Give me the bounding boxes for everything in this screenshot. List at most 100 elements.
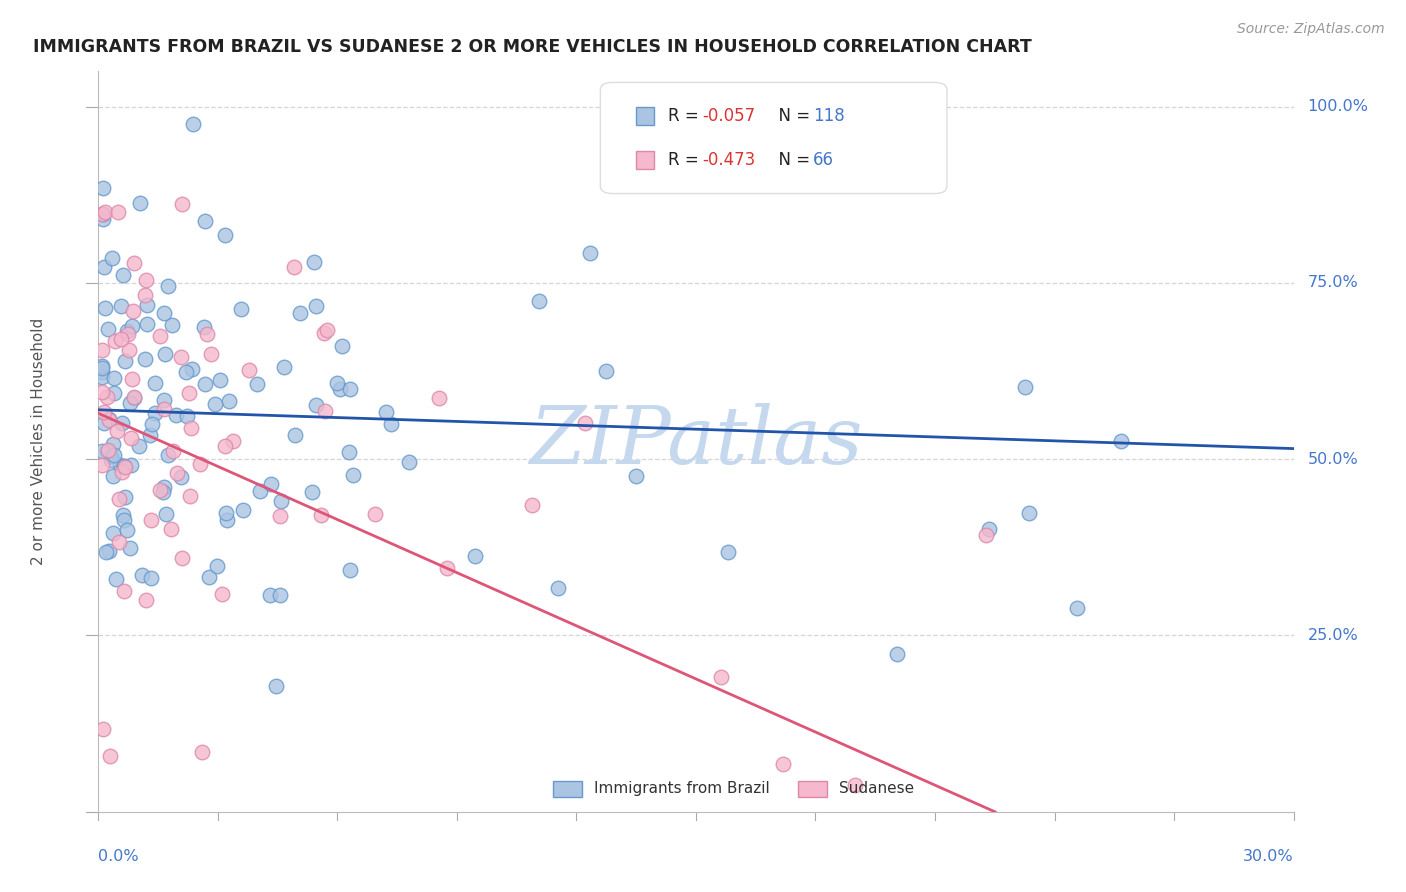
Point [94, 545, 117, 559]
Point [141, 417, 163, 431]
Point [93, 416, 115, 430]
Point [464, 549, 486, 564]
Point [214, 439, 236, 453]
Point [143, 376, 166, 390]
Point [547, 582, 569, 596]
Point [339, 383, 361, 397]
Point [1066, 601, 1088, 615]
Point [93, 405, 115, 419]
Point [1014, 379, 1036, 393]
Point [101, 469, 124, 483]
Text: Sudanese: Sudanese [839, 781, 914, 797]
Point [94, 301, 117, 315]
Point [162, 444, 184, 458]
Text: 118: 118 [813, 107, 845, 125]
Point [283, 260, 305, 274]
Point [204, 397, 226, 411]
Point [136, 298, 159, 312]
Point [108, 458, 131, 472]
Text: ZIPatlas: ZIPatlas [529, 403, 863, 480]
Point [339, 563, 361, 577]
Point [215, 506, 238, 520]
Point [200, 347, 222, 361]
Point [155, 507, 177, 521]
Point [288, 306, 311, 320]
Point [305, 398, 328, 412]
FancyBboxPatch shape [637, 151, 654, 169]
Point [717, 545, 740, 559]
Point [117, 326, 139, 341]
Point [305, 299, 328, 313]
Point [312, 326, 335, 341]
Point [121, 318, 143, 333]
Point [91, 207, 114, 221]
Point [114, 583, 136, 598]
Point [104, 334, 127, 348]
Point [97, 322, 120, 336]
Point [188, 457, 211, 471]
Point [129, 196, 152, 211]
Point [149, 329, 172, 343]
Point [398, 455, 420, 469]
Text: 25.0%: 25.0% [1308, 628, 1358, 643]
Point [112, 268, 135, 282]
Point [152, 484, 174, 499]
Point [103, 448, 125, 462]
Point [337, 445, 360, 459]
Point [169, 350, 191, 364]
Point [229, 302, 252, 317]
Point [122, 256, 145, 270]
Point [153, 402, 176, 417]
Point [193, 377, 215, 392]
Text: -0.473: -0.473 [702, 152, 755, 169]
Point [172, 551, 194, 566]
Point [91, 359, 114, 373]
Point [342, 468, 364, 483]
Point [314, 404, 336, 418]
Point [97, 443, 120, 458]
Text: -0.057: -0.057 [702, 107, 755, 125]
Text: Immigrants from Brazil: Immigrants from Brazil [595, 781, 770, 797]
Point [91, 180, 114, 194]
Point [166, 466, 188, 480]
Point [101, 525, 124, 540]
Point [626, 469, 648, 483]
Point [238, 363, 260, 377]
Point [91, 207, 114, 221]
Text: 50.0%: 50.0% [1308, 451, 1358, 467]
Point [91, 365, 114, 379]
Point [101, 251, 124, 265]
Point [1109, 434, 1132, 448]
Point [122, 303, 145, 318]
Point [155, 346, 177, 360]
Point [108, 535, 131, 549]
Point [246, 377, 269, 392]
Point [134, 287, 156, 301]
Text: 0.0%: 0.0% [98, 849, 139, 863]
Point [976, 527, 998, 541]
Point [273, 360, 295, 375]
Point [134, 351, 156, 366]
Text: 2 or more Vehicles in Household: 2 or more Vehicles in Household [31, 318, 46, 566]
Point [772, 757, 794, 772]
FancyBboxPatch shape [637, 106, 654, 125]
Point [98, 412, 121, 426]
Point [114, 354, 136, 368]
Point [579, 246, 602, 260]
Point [128, 439, 150, 453]
Point [91, 370, 114, 384]
Point [181, 116, 204, 130]
Point [170, 197, 193, 211]
Point [91, 343, 114, 357]
Point [326, 376, 349, 390]
Point [595, 364, 617, 378]
Point [194, 214, 217, 228]
Point [329, 382, 352, 396]
Text: 100.0%: 100.0% [1308, 99, 1368, 114]
Point [215, 513, 238, 527]
Point [114, 513, 136, 527]
Point [181, 362, 204, 376]
Point [135, 593, 157, 607]
Point [139, 570, 162, 584]
Point [110, 299, 132, 313]
